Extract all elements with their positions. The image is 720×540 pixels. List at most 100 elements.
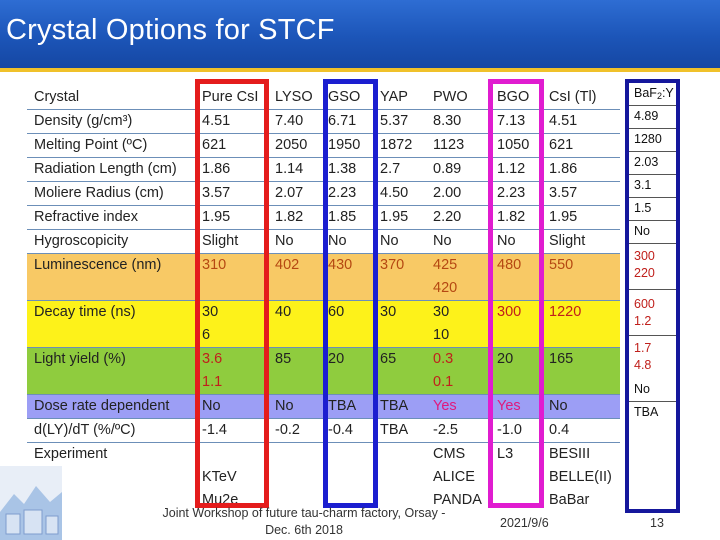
table-cell: 3.6 — [197, 347, 270, 371]
table-cell — [375, 443, 428, 467]
table-cell: 0.89 — [428, 157, 492, 182]
table-cell: 1050 — [492, 133, 544, 158]
crystal-properties-table: Crystal Pure CsI LYSO GSO YAP PWO BGO CsI (Tl) D… — [27, 86, 620, 512]
property-label: Decay time (ns) — [27, 300, 197, 324]
table-cell: 1872 — [375, 133, 428, 158]
table-cell: 425 — [428, 253, 492, 277]
table-cell — [492, 277, 544, 301]
page-number: 13 — [650, 516, 664, 530]
table-cell: Yes — [428, 394, 492, 419]
table-cell — [544, 324, 620, 348]
gso-highlight-box — [323, 79, 378, 508]
table-cell: BaBar — [549, 492, 590, 508]
baf2-radiation-length: 2.03 — [629, 152, 676, 175]
property-label: Hygroscopicity — [27, 229, 197, 254]
table-cell: 1.95 — [197, 205, 270, 230]
table-cell: 30 — [428, 300, 492, 324]
table-cell: 1.38 — [323, 157, 375, 182]
table-cell: 2.23 — [492, 181, 544, 206]
table-cell: 1.1 — [197, 371, 270, 395]
table-row: Moliere Radius (cm) 3.57 2.07 2.23 4.50 2.00 2… — [27, 181, 620, 206]
table-cell: 20 — [323, 347, 375, 371]
table-cell: -1.4 — [197, 418, 270, 443]
baf2-light-yield: 1.7 4.8 — [634, 341, 652, 372]
table-cell: 1.86 — [544, 157, 620, 182]
table-cell: 1.12 — [492, 157, 544, 182]
table-cell: YAP — [375, 86, 428, 110]
table-cell: 20 — [492, 347, 544, 371]
slide-title: Crystal Options for STCF — [6, 14, 335, 46]
table-cell: 1.82 — [270, 205, 323, 230]
table-cell: 60 — [323, 300, 375, 324]
table-cell: 300 — [492, 300, 544, 324]
property-label: Luminescence (nm) — [27, 253, 197, 277]
table-cell: 1.14 — [270, 157, 323, 182]
table-cell — [270, 324, 323, 348]
table-cell: 5.37 — [375, 109, 428, 134]
table-row: Dose rate dependent No No TBA TBA Yes Yes No — [27, 394, 620, 419]
table-cell: 7.13 — [492, 109, 544, 134]
table-row: 1.1 0.1 — [27, 371, 620, 395]
table-cell: No — [197, 394, 270, 419]
baf2-luminescence: 300 220 — [629, 244, 676, 290]
table-cell: Slight — [544, 229, 620, 254]
table-cell — [375, 277, 428, 301]
table-row: Experiment CMS L3 BESIII — [27, 443, 620, 467]
table-cell — [270, 371, 323, 395]
table-cell — [270, 443, 323, 467]
property-label: Density (g/cm³) — [27, 109, 197, 134]
table-cell: 7.40 — [270, 109, 323, 134]
baf2-moliere-radius: 3.1 — [629, 175, 676, 198]
institution-logo-icon — [0, 466, 62, 540]
baf2-y-column: BaF2:Y 4.89 1280 2.03 3.1 1.5 No 300 220 … — [625, 79, 680, 513]
property-label — [27, 324, 197, 348]
table-cell — [375, 324, 428, 348]
table-cell: PWO — [428, 86, 492, 110]
table-cell: CsI (Tl) — [544, 86, 620, 110]
table-cell: 3.57 — [544, 181, 620, 206]
table-cell: 0.1 — [428, 371, 492, 395]
table-row: d(LY)/dT (%/ºC) -1.4 -0.2 -0.4 TBA -2.5 -1.0 0.… — [27, 418, 620, 443]
table-cell: 430 — [323, 253, 375, 277]
property-label — [27, 277, 197, 301]
table-cell — [323, 324, 375, 348]
table-cell: 402 — [270, 253, 323, 277]
table-cell: -0.4 — [323, 418, 375, 443]
table-cell: 30 — [375, 300, 428, 324]
table-cell: BELLE(II) — [549, 469, 612, 485]
table-cell: ALICE — [433, 469, 475, 485]
table-cell: 3.57 — [197, 181, 270, 206]
table-cell: No — [323, 229, 375, 254]
baf2-hygroscopicity: No — [629, 221, 676, 244]
baf2-density: 4.89 — [629, 106, 676, 129]
table-cell: LYSO — [270, 86, 323, 110]
table-cell: 1.85 — [323, 205, 375, 230]
table-cell — [375, 371, 428, 395]
table-cell: 480 — [492, 253, 544, 277]
table-cell: 85 — [270, 347, 323, 371]
table-cell — [197, 277, 270, 301]
table-row: 420 — [27, 277, 620, 301]
baf2-dly-dt: TBA — [634, 405, 659, 419]
table-body: Crystal Pure CsI LYSO GSO YAP PWO BGO CsI (Tl) D… — [27, 86, 620, 512]
table-cell: 2.07 — [270, 181, 323, 206]
table-cell: -0.2 — [270, 418, 323, 443]
table-cell: 370 — [375, 253, 428, 277]
property-label: Light yield (%) — [27, 347, 197, 371]
table-cell: TBA — [323, 394, 375, 419]
baf2-header: BaF2:Y — [629, 83, 676, 106]
table-cell: 40 — [270, 300, 323, 324]
table-cell: 2.00 — [428, 181, 492, 206]
table-cell — [544, 371, 620, 395]
property-label: Crystal — [27, 86, 197, 110]
table-cell: 1.82 — [492, 205, 544, 230]
table-row: 6 10 — [27, 324, 620, 348]
table-cell: 1.95 — [375, 205, 428, 230]
table-cell: No — [375, 229, 428, 254]
table-cell: 0.3 — [428, 347, 492, 371]
table-row: Hygroscopicity Slight No No No No No Slight — [27, 229, 620, 254]
table-cell: Pure CsI — [197, 86, 270, 110]
table-cell: CMS — [433, 446, 466, 462]
property-label: Melting Point (ºC) — [27, 133, 197, 158]
table-cell: KTeV — [202, 469, 237, 485]
